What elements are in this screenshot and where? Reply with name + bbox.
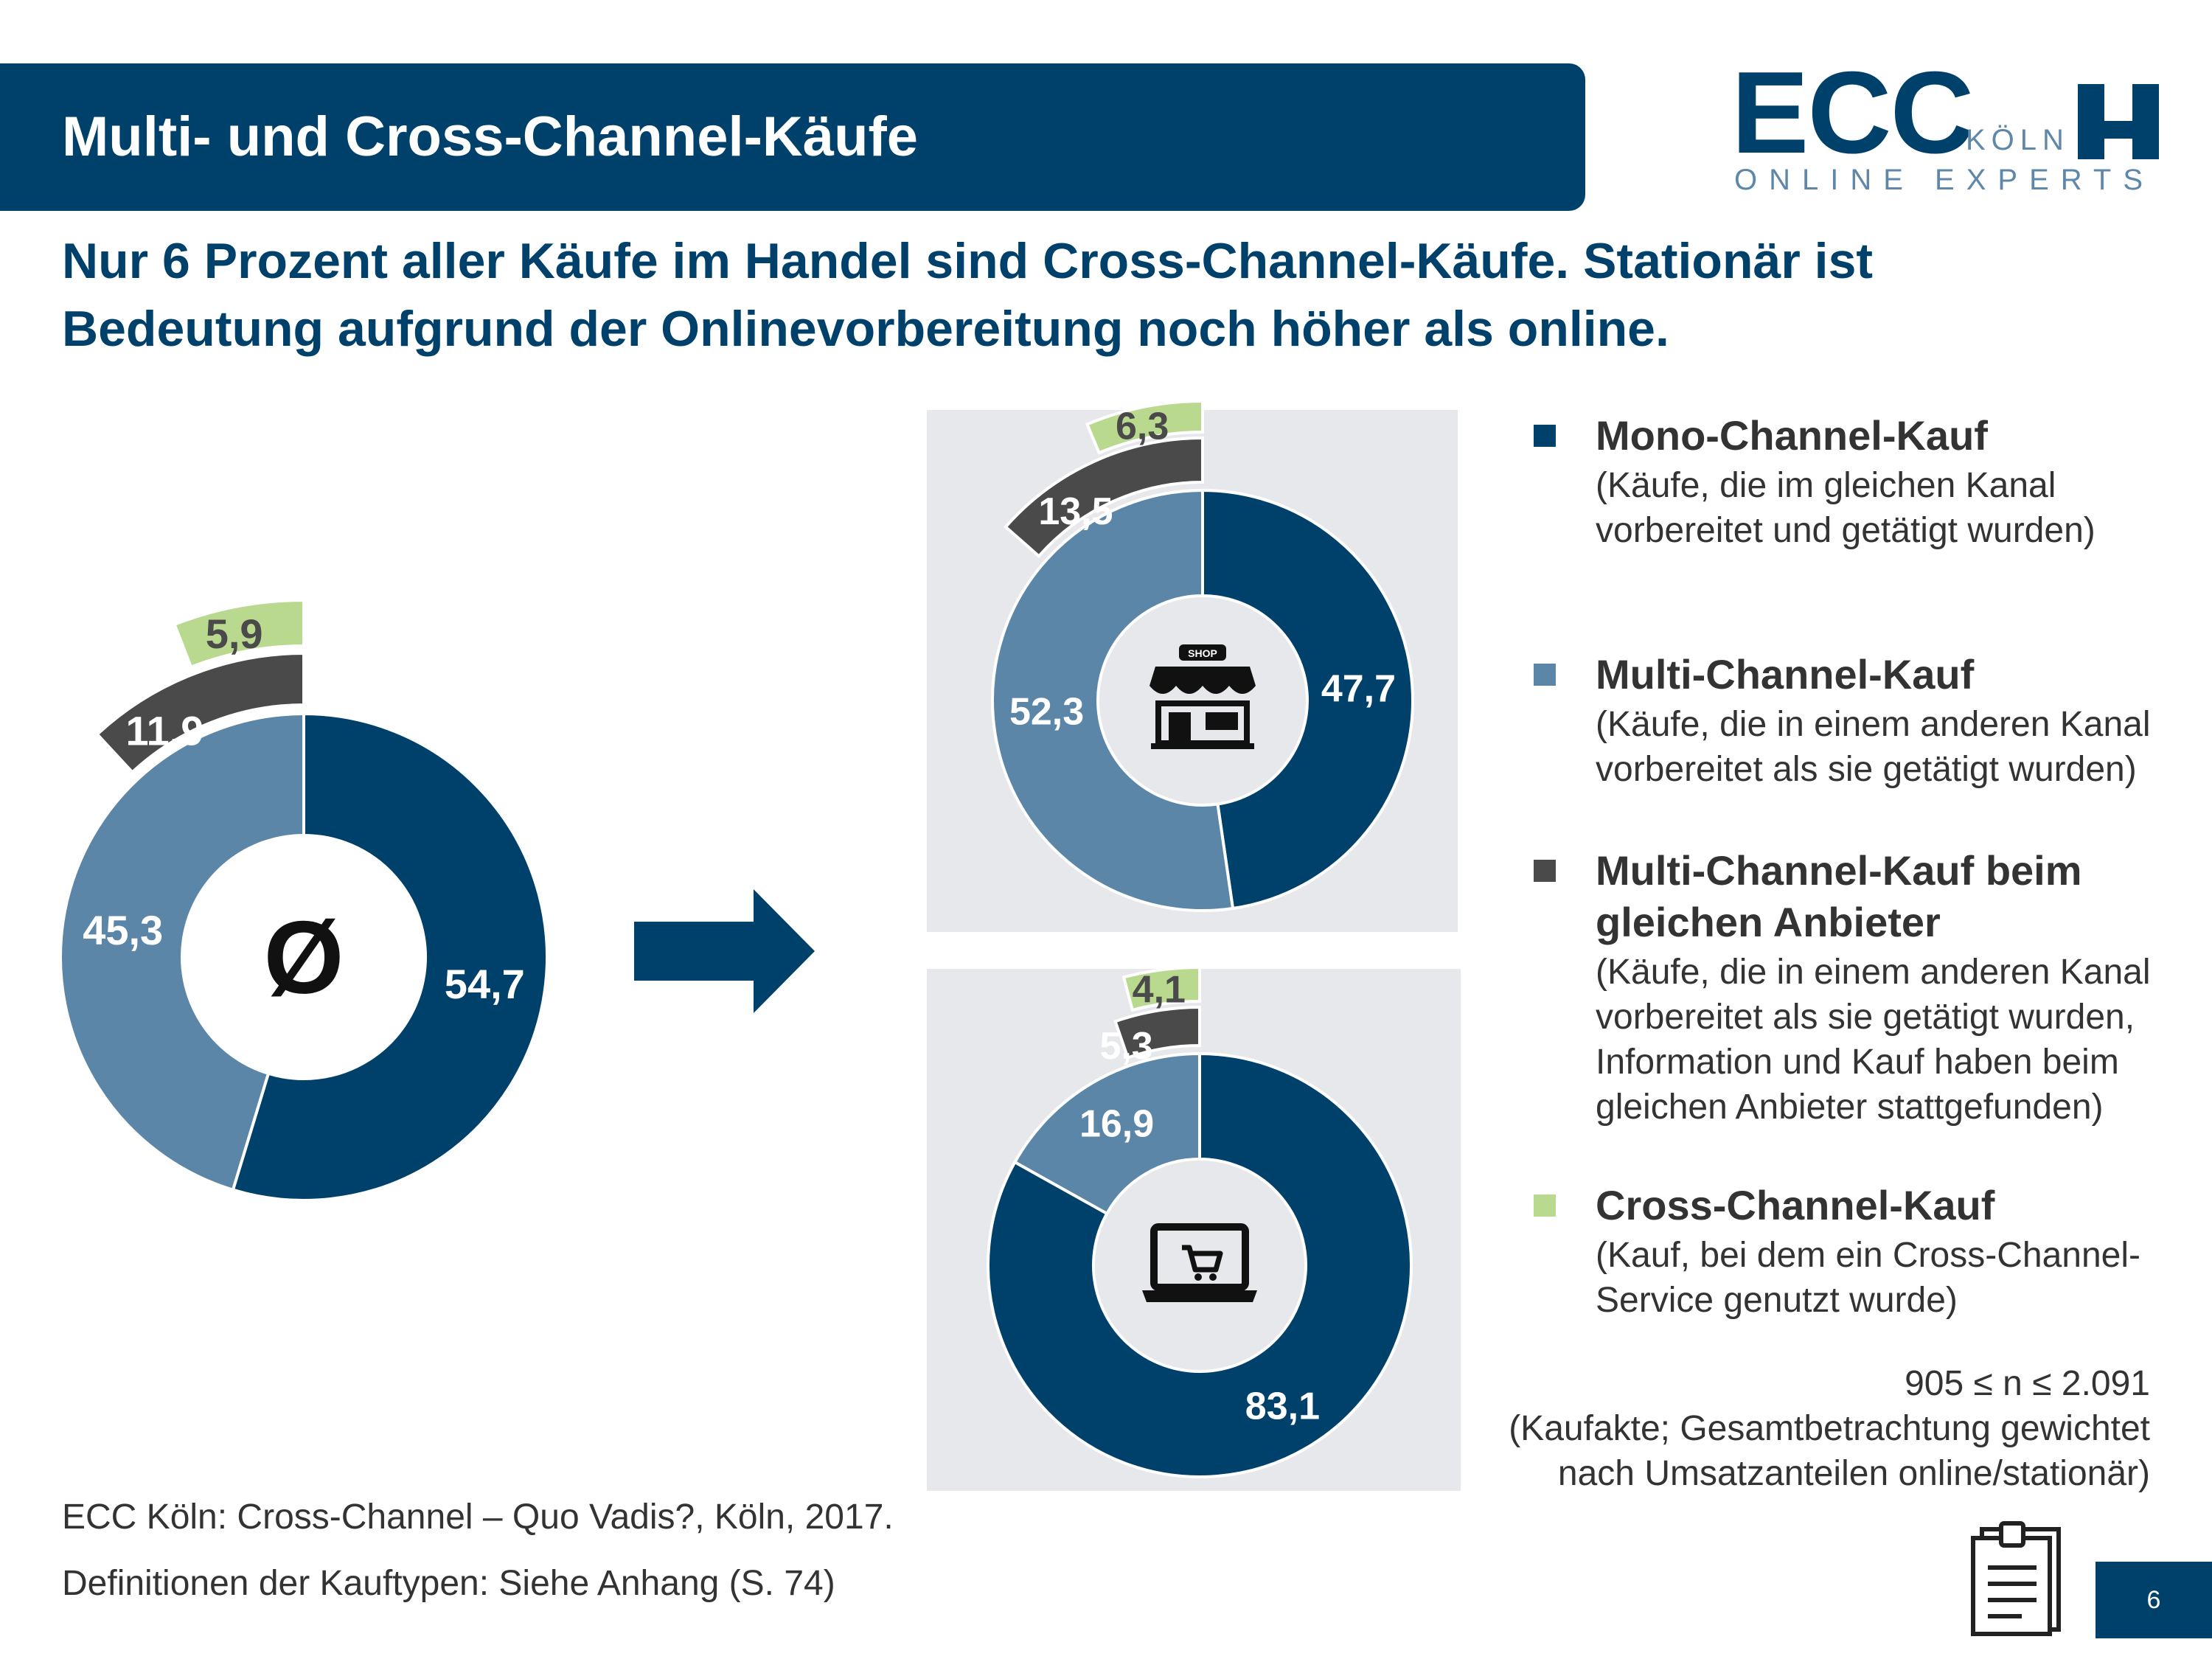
outer-ring-cross-channel bbox=[1121, 965, 1201, 1012]
ecc-logo: ECC KÖLN ONLINE EXPERTS bbox=[1731, 55, 2159, 198]
outer-ring-same-provider bbox=[95, 651, 305, 775]
data-label: 11,9 bbox=[126, 707, 204, 754]
legend-description: (Käufe, die in einem anderen Kanal vorbe… bbox=[1596, 953, 2151, 1127]
legend-description: (Kauf, bei dem ein Cross-Channel- Servic… bbox=[1596, 1236, 2141, 1320]
logo-city: KÖLN bbox=[1966, 124, 2070, 156]
logo-h-mark bbox=[2078, 84, 2159, 159]
donut-segment-multi bbox=[59, 712, 305, 1192]
donut-segment-multi bbox=[1012, 1051, 1201, 1216]
headline-line-2: Bedeutung aufgrund der Onlinevorbereitun… bbox=[62, 301, 1669, 357]
donut-segment-multi bbox=[991, 488, 1235, 912]
data-label: 45,3 bbox=[83, 907, 163, 953]
headline: Nur 6 Prozent aller Käufe im Handel sind… bbox=[62, 227, 2126, 363]
outer-ring-same-provider bbox=[1004, 436, 1204, 559]
source-citation: ECC Köln: Cross-Channel – Quo Vadis?, Kö… bbox=[62, 1498, 894, 1537]
data-label: 5,3 bbox=[1099, 1025, 1152, 1068]
headline-line-1: Nur 6 Prozent aller Käufe im Handel sind… bbox=[62, 233, 1874, 289]
donut-segment-mono bbox=[987, 1051, 1413, 1478]
outer-ring-cross-channel bbox=[173, 598, 305, 669]
laptop-cart-icon bbox=[1142, 1223, 1257, 1302]
page-number: 6 bbox=[2096, 1562, 2212, 1638]
sample-note: 905 ≤ n ≤ 2.091 (Kaufakte; Gesamtbetrach… bbox=[1509, 1361, 2150, 1496]
legend-title: Cross-Channel-Kauf bbox=[1596, 1182, 1995, 1228]
outer-ring-same-provider bbox=[1113, 1005, 1201, 1060]
data-label: 4,1 bbox=[1133, 968, 1186, 1011]
data-label: 47,7 bbox=[1321, 668, 1396, 711]
logo-tagline: ONLINE EXPERTS bbox=[1734, 164, 2155, 196]
data-label: 83,1 bbox=[1245, 1385, 1320, 1427]
data-label: 6,3 bbox=[1116, 406, 1169, 448]
svg-text:SHOP: SHOP bbox=[1188, 647, 1217, 659]
legend-swatch-same-provider bbox=[1534, 860, 1556, 882]
page-title: Multi- und Cross-Channel-Käufe bbox=[62, 105, 919, 168]
logo-brand: ECC bbox=[1731, 48, 1975, 178]
legend-swatch-multi bbox=[1534, 664, 1556, 686]
shop-icon: SHOP bbox=[1150, 644, 1256, 749]
donut-segment-mono bbox=[231, 712, 549, 1202]
legend-swatch-mono bbox=[1534, 425, 1556, 447]
definitions-reference: Definitionen der Kauftypen: Siehe Anhang… bbox=[62, 1564, 835, 1603]
data-label: 13,5 bbox=[1038, 490, 1113, 533]
donut-segment-mono bbox=[1201, 488, 1415, 911]
data-label: 52,3 bbox=[1009, 690, 1084, 733]
outer-ring-cross-channel bbox=[1085, 399, 1204, 455]
arrow-right-icon bbox=[634, 889, 815, 1013]
legend-swatch-cross bbox=[1534, 1194, 1556, 1217]
title-bar: Multi- und Cross-Channel-Käufe bbox=[0, 63, 1585, 211]
data-label: 54,7 bbox=[445, 961, 525, 1007]
legend-description: (Käufe, die im gleichen Kanal vorbereite… bbox=[1596, 466, 2096, 550]
data-label: 16,9 bbox=[1079, 1103, 1154, 1146]
sample-size: 905 ≤ n ≤ 2.091 bbox=[1905, 1364, 2150, 1403]
legend-title: Mono-Channel-Kauf bbox=[1596, 412, 1988, 459]
legend-description: (Käufe, die in einem anderen Kanal vorbe… bbox=[1596, 705, 2151, 789]
clipboard-icon bbox=[1971, 1521, 2061, 1636]
average-symbol: Ø bbox=[264, 900, 344, 1015]
data-label: 5,9 bbox=[206, 611, 263, 657]
legend-title: Multi-Channel-Kauf bbox=[1596, 651, 1975, 698]
legend-title: Multi-Channel-Kauf beim gleichen Anbiete… bbox=[1596, 847, 2082, 945]
